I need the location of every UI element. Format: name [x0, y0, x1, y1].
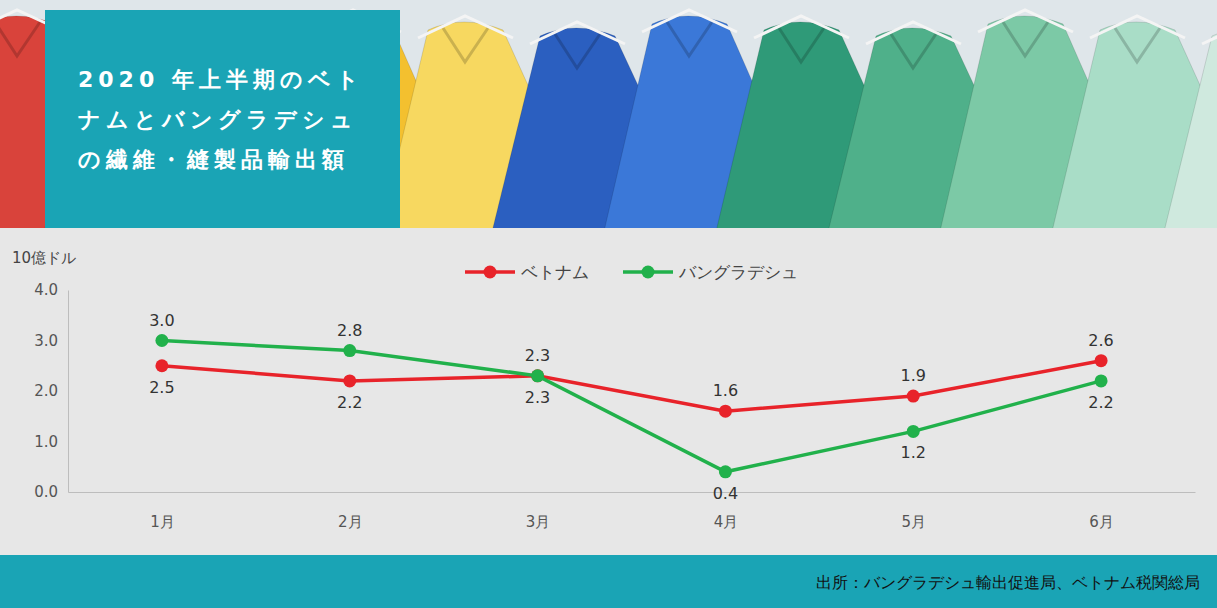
x-tick: 5月 — [901, 513, 926, 531]
series-point — [343, 344, 356, 357]
series-point — [155, 334, 168, 347]
data-label: 1.9 — [901, 366, 926, 385]
y-tick-label: 2.0 — [34, 382, 58, 400]
series-line — [162, 361, 1101, 412]
y-tick-label: 1.0 — [34, 433, 58, 451]
legend: ベトナム バングラデシュ — [465, 262, 798, 282]
y-axis-line — [68, 291, 69, 493]
x-tick-label: 3月 — [526, 513, 551, 531]
hanger — [866, 22, 961, 44]
data-label: 3.0 — [149, 311, 174, 330]
data-label: 2.3 — [525, 346, 550, 365]
x-axis-line — [69, 492, 1196, 493]
chart-page: 2020 年上半期のベトナムとバングラデシュの繊維・縫製品輸出額 0.0 1.0 2.… — [0, 0, 1217, 608]
data-label: 2.3 — [525, 388, 550, 407]
legend-label: バングラデシュ — [678, 262, 798, 282]
series-point — [155, 359, 168, 372]
marks — [155, 334, 1107, 478]
series-point — [1095, 354, 1108, 367]
x-tick: 2月 — [338, 513, 363, 531]
data-label: 2.6 — [1088, 331, 1113, 350]
x-tick-label: 2月 — [338, 513, 363, 531]
x-tick: 6月 — [1089, 513, 1114, 531]
data-label: 2.2 — [337, 393, 362, 412]
hanger — [978, 10, 1073, 32]
y-tick: 0.0 — [34, 483, 58, 501]
y-tick: 1.0 — [34, 433, 58, 451]
shirt-collar — [891, 34, 936, 68]
shirt-collar — [667, 22, 712, 56]
legend-label: ベトナム — [521, 262, 589, 282]
series-point — [719, 465, 732, 478]
x-tick-label: 5月 — [901, 513, 926, 531]
x-tick: 4月 — [714, 513, 739, 531]
hanger — [642, 10, 737, 32]
y-tick: 3.0 — [34, 332, 58, 350]
data-label: 2.8 — [337, 321, 362, 340]
y-tick-label: 0.0 — [34, 483, 58, 501]
data-label: 1.2 — [901, 443, 926, 462]
legend-marker — [484, 266, 497, 279]
hanger — [754, 16, 849, 38]
y-tick: 4.0 — [34, 281, 58, 299]
series-point — [719, 405, 732, 418]
source-strip — [0, 555, 1217, 608]
series-point — [531, 369, 544, 382]
data-label: 0.4 — [713, 484, 738, 503]
x-axis: 1月 2月 3月 4月 5月 6月 — [69, 493, 1196, 531]
x-tick-label: 4月 — [714, 513, 739, 531]
shirt-collar — [0, 22, 40, 56]
hanger — [418, 16, 513, 38]
title-box — [45, 10, 400, 228]
hanger — [530, 22, 625, 44]
data-label: 1.6 — [713, 381, 738, 400]
x-tick-label: 6月 — [1089, 513, 1114, 531]
data-label: 2.2 — [1088, 393, 1113, 412]
shirt — [1162, 28, 1217, 228]
legend-item: バングラデシュ — [623, 262, 798, 282]
hanger — [1090, 16, 1185, 38]
y-tick-label: 3.0 — [34, 332, 58, 350]
series-point — [531, 369, 544, 382]
shirt-collar — [779, 28, 824, 62]
shirt-collar — [1115, 28, 1160, 62]
source-note: 出所：バングラデシュ輸出促進局、ベトナム税関総局 — [816, 573, 1200, 592]
y-tick-label: 4.0 — [34, 281, 58, 299]
data-labels: 2.5 2.2 2.3 1.6 1.9 2.6 3.0 2.8 2.3 0.4 1.2 2.2 — [149, 311, 1114, 503]
banner — [0, 0, 1217, 228]
x-tick-label: 1月 — [150, 513, 175, 531]
shirt-collar — [555, 34, 600, 68]
plot-background — [0, 228, 1217, 555]
hanger — [1202, 22, 1217, 44]
series-point — [907, 390, 920, 403]
series-point — [1095, 374, 1108, 387]
y-tick: 2.0 — [34, 382, 58, 400]
shirt-collar — [443, 28, 488, 62]
legend-item: ベトナム — [465, 262, 589, 282]
shirt-collar — [1003, 22, 1048, 56]
series-line — [162, 341, 1101, 472]
series-point — [907, 425, 920, 438]
series-point — [343, 374, 356, 387]
chart-title: 2020 年上半期のベトナムとバングラデシュの繊維・縫製品輸出額 — [78, 67, 364, 172]
data-label: 2.5 — [149, 378, 174, 397]
y-axis-title: 10億ドル — [12, 249, 76, 267]
legend-marker — [642, 266, 655, 279]
x-tick: 1月 — [150, 513, 175, 531]
x-tick: 3月 — [526, 513, 551, 531]
y-axis: 0.0 1.0 2.0 3.0 4.0 — [34, 281, 68, 501]
